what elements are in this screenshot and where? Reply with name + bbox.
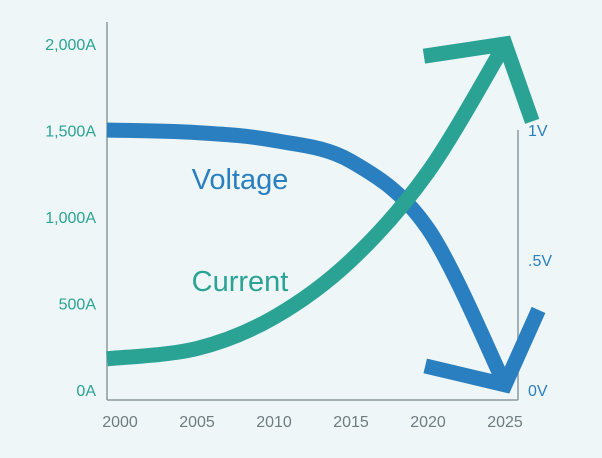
x-tick-label: 2015 — [333, 414, 369, 431]
y-left-tick-label: 500A — [59, 297, 97, 314]
x-tick-label: 2020 — [410, 414, 446, 431]
y-left-tick-label: 1,000A — [45, 210, 96, 227]
current-series-label: Current — [192, 266, 289, 298]
voltage-series-label: Voltage — [192, 164, 289, 196]
y-left-tick-label: 0A — [76, 383, 96, 400]
current-line — [106, 40, 512, 367]
y-left-tick-label: 1,500A — [45, 124, 96, 141]
x-tick-label: 2010 — [256, 414, 292, 431]
current-arrowhead — [422, 35, 540, 124]
x-tick-label: 2005 — [179, 414, 215, 431]
y-left-tick-label: 2,000A — [45, 37, 96, 54]
x-tick-label: 2000 — [102, 414, 138, 431]
y-right-tick-label: .5V — [528, 253, 552, 270]
labels-layer: 0A 500A 1,000A 1,500A 2,000A 0V .5V 1V 2000 2005 2… — [45, 37, 552, 431]
x-tick-label: 2025 — [487, 414, 523, 431]
axes — [106, 22, 519, 401]
voltage-line — [106, 122, 512, 389]
voltage-arrowhead — [423, 306, 546, 394]
y-right-tick-label: 0V — [528, 383, 548, 400]
y-right-tick-label: 1V — [528, 123, 548, 140]
series-layer — [106, 35, 546, 394]
